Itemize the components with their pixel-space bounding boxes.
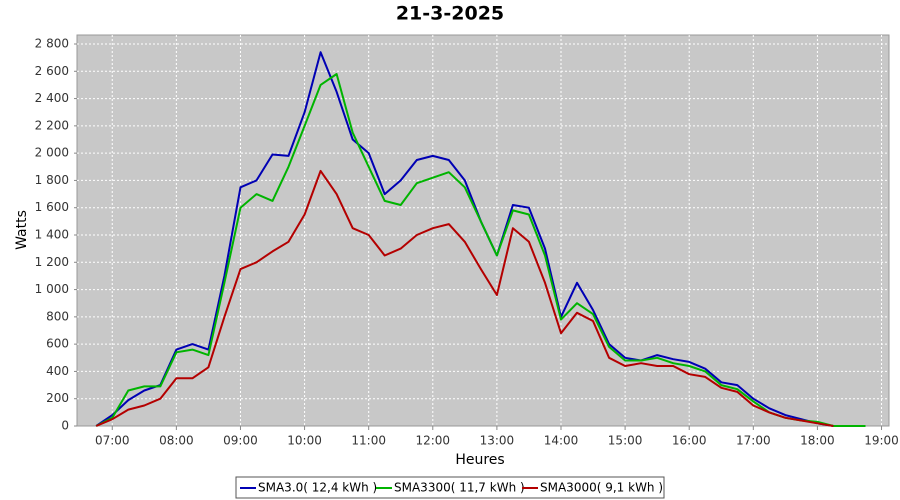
x-tick-label: 19:00	[864, 434, 899, 448]
y-axis-label: Watts	[14, 210, 30, 250]
y-tick-label: 1 800	[35, 173, 69, 187]
y-tick-label: 800	[46, 309, 69, 323]
plot-area	[76, 34, 890, 427]
y-tick-label: 1 200	[35, 255, 69, 269]
x-tick-label: 11:00	[351, 434, 386, 448]
y-tick-label: 2 400	[35, 91, 69, 105]
legend-label: SMA3000( 9,1 kWh )	[540, 481, 663, 495]
x-tick-label: 10:00	[287, 434, 322, 448]
y-tick-label: 2 800	[35, 37, 69, 51]
x-tick-label: 07:00	[95, 434, 130, 448]
legend-label: SMA3.0( 12,4 kWh )	[258, 481, 377, 495]
y-tick-label: 600	[46, 337, 69, 351]
x-tick-label: 16:00	[672, 434, 707, 448]
y-tick-label: 1 000	[35, 282, 69, 296]
x-tick-label: 09:00	[223, 434, 258, 448]
y-tick-label: 400	[46, 364, 69, 378]
y-tick-label: 200	[46, 391, 69, 405]
series-line	[95, 51, 834, 427]
x-tick-label: 15:00	[608, 434, 643, 448]
y-tick-label: 1 600	[35, 200, 69, 214]
y-tick-label: 1 400	[35, 228, 69, 242]
chart-title: 21-3-2025	[396, 3, 504, 25]
y-tick-label: 2 000	[35, 146, 69, 160]
x-tick-label: 08:00	[159, 434, 194, 448]
x-axis-label: Heures	[455, 452, 504, 468]
y-tick-label: 0	[61, 419, 69, 433]
x-tick-label: 14:00	[544, 434, 579, 448]
x-tick-label: 12:00	[415, 434, 450, 448]
legend	[235, 476, 665, 499]
y-tick-label: 2 200	[35, 118, 69, 132]
y-tick-label: 2 600	[35, 64, 69, 78]
x-tick-label: 17:00	[736, 434, 771, 448]
series-line	[95, 73, 866, 427]
series-line	[95, 169, 834, 427]
x-tick-label: 13:00	[480, 434, 515, 448]
legend-label: SMA3300( 11,7 kWh )	[394, 481, 525, 495]
x-tick-label: 18:00	[800, 434, 835, 448]
